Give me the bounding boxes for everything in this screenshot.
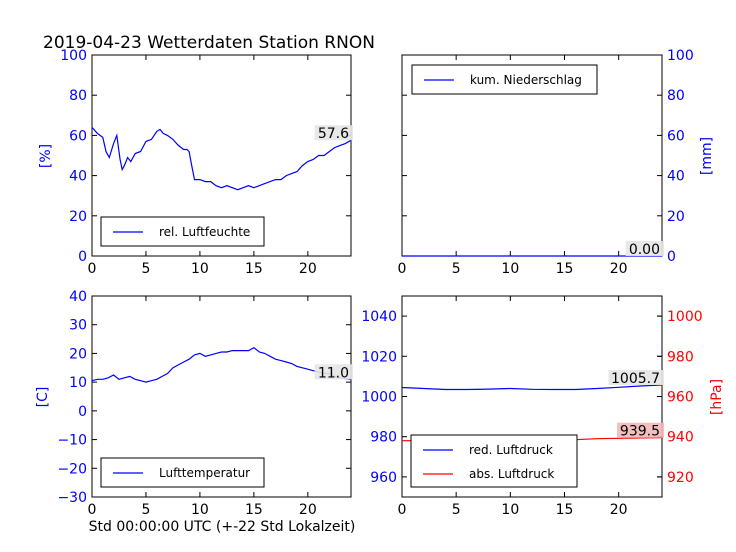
pressure-legend-label: abs. Luftdruck — [469, 467, 554, 481]
humidity-xtick-label: 5 — [141, 261, 150, 277]
temperature-ylabel: [C] — [35, 387, 51, 408]
pressure-ytick-right-label: 960 — [667, 390, 694, 406]
humidity-last-value: 57.6 — [318, 126, 349, 142]
pressure-last-value-box — [608, 370, 664, 386]
temperature-panel: [C] 0 5 10 15 20 −30 −20 −10 0 10 20 30 40 11.0 Luftte… — [35, 289, 353, 518]
humidity-xtick-label: 20 — [299, 261, 317, 277]
precip-panel: [mm] 0 5 10 15 20 0 20 40 60 80 100 0.00 kum. Nieder… — [398, 48, 715, 277]
figure-title: 2019-04-23 Wetterdaten Station RNON — [43, 33, 375, 53]
temperature-ytick-label: 40 — [69, 289, 87, 305]
precip-ytick-label: 20 — [667, 209, 685, 225]
temperature-axes-frame — [91, 295, 352, 498]
temperature-ytick-label: 0 — [78, 404, 87, 420]
pressure-xtick-label: 15 — [556, 502, 574, 518]
pressure-series-line-0 — [401, 384, 663, 391]
humidity-legend-label: rel. Luftfeuchte — [159, 225, 250, 239]
humidity-panel: [%] 0 5 10 15 20 0 20 40 60 80 100 57.6 rel. Luftfeu… — [38, 48, 353, 277]
humidity-ytick-label: 40 — [69, 169, 87, 185]
pressure-ytick-label: 1020 — [361, 349, 397, 365]
humidity-axes-frame — [91, 54, 352, 257]
temperature-last-value-box — [314, 364, 353, 380]
precip-xtick-label: 5 — [452, 261, 461, 277]
pressure-last-value: 1005.7 — [611, 371, 660, 387]
humidity-series-line-0 — [91, 126, 352, 191]
pressure-xtick-label: 10 — [501, 502, 519, 518]
precip-ytick-label: 60 — [667, 128, 685, 144]
pressure-ytick-label: 1000 — [361, 390, 397, 406]
humidity-xtick-label: 10 — [191, 261, 209, 277]
pressure-legend-label: red. Luftdruck — [469, 443, 553, 457]
temperature-legend-label: Lufttemperatur — [159, 466, 250, 480]
humidity-ytick-label: 20 — [69, 209, 87, 225]
precip-last-value-box — [625, 241, 664, 256]
precip-xtick-label: 15 — [556, 261, 574, 277]
pressure-ytick-right-label: 980 — [667, 349, 694, 365]
pressure-ytick-label: 960 — [370, 470, 397, 486]
humidity-xtick-label: 0 — [88, 261, 97, 277]
humidity-ytick-label: 60 — [69, 128, 87, 144]
precip-ylabel: [mm] — [699, 137, 715, 175]
pressure-legend-box — [410, 434, 578, 488]
humidity-ytick-label: 100 — [60, 48, 87, 64]
precip-legend-label: kum. Niederschlag — [470, 73, 582, 87]
pressure-ylabel-right: [hPa] — [709, 379, 725, 415]
precip-ytick-label: 80 — [667, 88, 685, 104]
precip-ytick-label: 40 — [667, 169, 685, 185]
pressure-panel: [hPa] 0 5 10 15 20 960 980 1000 1020 1040 920 940 96… — [361, 295, 725, 518]
precip-xtick-label: 0 — [398, 261, 407, 277]
temperature-xtick-label: 5 — [141, 502, 150, 518]
temperature-ytick-label: −20 — [57, 461, 87, 477]
pressure-ytick-right-label: 940 — [667, 430, 694, 446]
pressure-last-value-right: 939.5 — [620, 424, 660, 440]
precip-xtick-label: 20 — [610, 261, 628, 277]
precip-ytick-label: 0 — [667, 249, 676, 265]
temperature-xtick-label: 20 — [299, 502, 317, 518]
humidity-last-value-box — [314, 125, 353, 141]
pressure-last-value-box-right — [617, 422, 664, 438]
humidity-ylabel: [%] — [38, 144, 54, 168]
pressure-ytick-label: 1040 — [361, 309, 397, 325]
temperature-xtick-label: 10 — [191, 502, 209, 518]
temperature-ytick-label: 10 — [69, 375, 87, 391]
temperature-ytick-label: −30 — [57, 490, 87, 506]
pressure-ytick-right-label: 920 — [667, 470, 694, 486]
temperature-ytick-label: −10 — [57, 433, 87, 449]
humidity-ytick-label: 80 — [69, 88, 87, 104]
pressure-ytick-right-label: 1000 — [667, 309, 703, 325]
humidity-xtick-label: 15 — [245, 261, 263, 277]
temperature-series-line-0 — [91, 346, 352, 383]
temperature-ytick-label: 30 — [69, 318, 87, 334]
bottom-xlabel: Std 00:00:00 UTC (+-22 Std Lokalzeit) — [89, 519, 356, 535]
pressure-xtick-label: 5 — [452, 502, 461, 518]
precip-xtick-label: 10 — [501, 261, 519, 277]
precip-last-value: 0.00 — [629, 242, 660, 258]
precip-ytick-label: 100 — [667, 48, 694, 64]
temperature-xtick-label: 0 — [88, 502, 97, 518]
temperature-ytick-label: 20 — [69, 346, 87, 362]
temperature-last-value: 11.0 — [318, 365, 349, 381]
humidity-ytick-label: 0 — [78, 249, 87, 265]
temperature-xtick-label: 15 — [245, 502, 263, 518]
pressure-ytick-label: 980 — [370, 430, 397, 446]
pressure-xtick-label: 0 — [398, 502, 407, 518]
pressure-xtick-label: 20 — [610, 502, 628, 518]
